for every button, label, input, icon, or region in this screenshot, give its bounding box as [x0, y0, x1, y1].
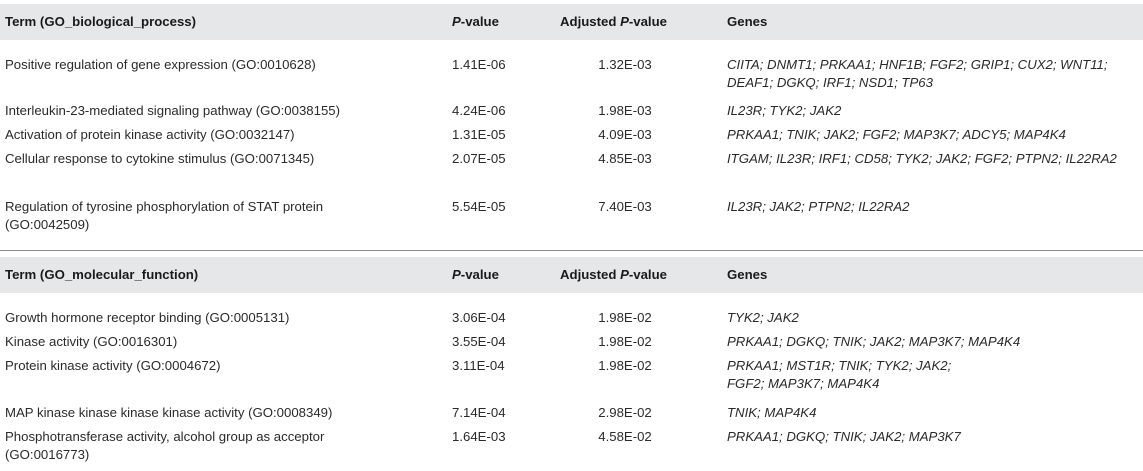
row-adjusted-p-value: 2.98E-02 — [598, 405, 652, 420]
row-p-value: 5.54E-05 — [452, 199, 506, 214]
row-adjusted-p-value: 1.32E-03 — [598, 57, 652, 72]
row-adjusted-p-value: 4.58E-02 — [598, 429, 652, 444]
row-term: Activation of protein kinase activity (G… — [5, 127, 295, 142]
row-p-value: 7.14E-04 — [452, 405, 506, 420]
header-p-value: P-value — [452, 14, 499, 29]
header-term: Term (GO_molecular_function) — [5, 267, 199, 282]
row-term: Positive regulation of gene expression (… — [5, 57, 316, 72]
row-term: Phosphotransferase activity, alcohol gro… — [5, 429, 325, 462]
header-adjusted-p-value: Adjusted P-value — [560, 14, 667, 29]
row-adjusted-p-value: 1.98E-02 — [598, 334, 652, 349]
row-p-value: 1.64E-03 — [452, 429, 506, 444]
row-p-value: 3.55E-04 — [452, 334, 506, 349]
header-genes: Genes — [727, 14, 768, 29]
row-genes: PRKAA1; DGKQ; TNIK; JAK2; MAP3K7 — [727, 429, 961, 444]
row-p-value: 1.31E-05 — [452, 127, 506, 142]
header-genes: Genes — [727, 267, 768, 282]
header-row-molecular-function — [0, 257, 1143, 293]
row-p-value: 3.11E-04 — [452, 358, 505, 373]
row-genes: PRKAA1; TNIK; JAK2; FGF2; MAP3K7; ADCY5;… — [727, 127, 1066, 142]
row-genes: TNIK; MAP4K4 — [727, 405, 817, 420]
row-genes: PRKAA1; DGKQ; TNIK; JAK2; MAP3K7; MAP4K4 — [727, 334, 1021, 349]
row-genes: ITGAM; IL23R; IRF1; CD58; TYK2; JAK2; FG… — [727, 151, 1117, 166]
row-term: MAP kinase kinase kinase kinase activity… — [5, 405, 333, 420]
row-genes: IL23R; TYK2; JAK2 — [727, 103, 842, 118]
header-adjusted-p-value: Adjusted P-value — [560, 267, 667, 282]
row-adjusted-p-value: 7.40E-03 — [598, 199, 652, 214]
row-term: Protein kinase activity (GO:0004672) — [5, 358, 221, 373]
row-term: Interleukin-23-mediated signaling pathwa… — [5, 103, 341, 118]
row-genes: TYK2; JAK2 — [727, 310, 799, 325]
row-p-value: 4.24E-06 — [452, 103, 506, 118]
row-p-value: 3.06E-04 — [452, 310, 506, 325]
row-p-value: 2.07E-05 — [452, 151, 506, 166]
section-divider — [0, 250, 1143, 251]
row-adjusted-p-value: 1.98E-02 — [598, 358, 652, 373]
row-adjusted-p-value: 4.09E-03 — [598, 127, 652, 142]
row-term: Growth hormone receptor binding (GO:0005… — [5, 310, 290, 325]
row-adjusted-p-value: 1.98E-03 — [598, 103, 652, 118]
row-genes: PRKAA1; MST1R; TNIK; TYK2; JAK2; FGF2; M… — [727, 358, 952, 391]
row-adjusted-p-value: 1.98E-02 — [598, 310, 652, 325]
row-p-value: 1.41E-06 — [452, 57, 506, 72]
row-term: Regulation of tyrosine phosphorylation o… — [5, 199, 324, 232]
header-row-biological-process — [0, 4, 1143, 40]
header-term: Term (GO_biological_process) — [5, 14, 197, 29]
row-term: Cellular response to cytokine stimulus (… — [5, 151, 315, 166]
header-p-value: P-value — [452, 267, 499, 282]
row-term: Kinase activity (GO:0016301) — [5, 334, 178, 349]
row-genes: CIITA; DNMT1; PRKAA1; HNF1B; FGF2; GRIP1… — [727, 57, 1108, 90]
row-genes: IL23R; JAK2; PTPN2; IL22RA2 — [727, 199, 910, 214]
row-adjusted-p-value: 4.85E-03 — [598, 151, 652, 166]
